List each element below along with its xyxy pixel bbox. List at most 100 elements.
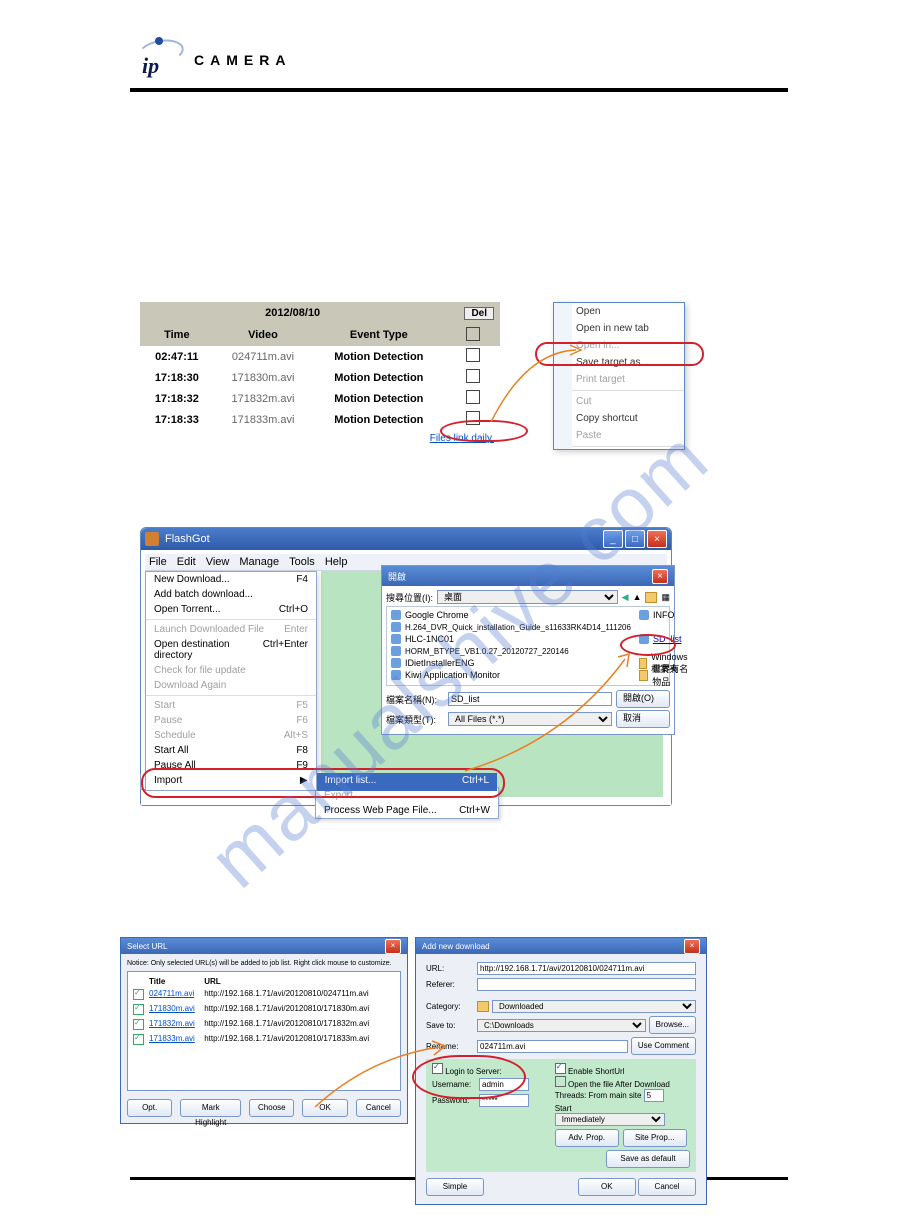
menu-new-download[interactable]: New Download...F4 [146, 572, 316, 587]
look-in-select[interactable]: 桌面 [437, 590, 618, 604]
menu-pause-all[interactable]: Pause AllF9 [146, 758, 316, 773]
close-button[interactable]: × [684, 939, 700, 954]
browse-button[interactable]: Browse... [649, 1016, 696, 1034]
ctx-cut[interactable]: Cut [554, 393, 684, 410]
mark-highlight-button[interactable]: Mark Highlight [180, 1099, 241, 1117]
ok-button[interactable]: OK [578, 1178, 636, 1196]
checkbox-open-after[interactable] [555, 1076, 566, 1087]
menu-start[interactable]: StartF5 [146, 698, 316, 713]
referer-input[interactable] [477, 978, 696, 991]
checkbox[interactable] [466, 390, 480, 404]
menu-edit[interactable]: Edit [177, 556, 196, 568]
opt-button[interactable]: Opt. [127, 1099, 172, 1117]
checkbox[interactable] [133, 1004, 144, 1015]
menu-tools[interactable]: Tools [289, 556, 315, 568]
use-comment-button[interactable]: Use Comment [631, 1037, 696, 1055]
menu-launch-file[interactable]: Launch Downloaded FileEnter [146, 622, 316, 637]
col-url: URL [203, 976, 396, 988]
menu-download-again[interactable]: Download Again [146, 678, 316, 693]
file-item[interactable]: INFO [639, 609, 692, 621]
checkbox[interactable] [466, 348, 480, 362]
video-link[interactable]: 171833m.avi [214, 409, 313, 430]
menu-schedule[interactable]: ScheduleAlt+S [146, 728, 316, 743]
file-item[interactable]: H.264_DVR_Quick_installation_Guide_s1163… [391, 621, 631, 633]
list-item[interactable]: 171833m.avi http://192.168.1.71/avi/2012… [132, 1033, 396, 1048]
nav-up-icon[interactable]: ▲ [633, 592, 642, 602]
checkbox[interactable] [133, 1034, 144, 1045]
close-button[interactable]: × [385, 939, 401, 954]
menu-help[interactable]: Help [325, 556, 348, 568]
file-item[interactable]: HLC-1NC01 [391, 633, 631, 645]
checkbox-all[interactable] [466, 327, 480, 341]
simple-button[interactable]: Simple [426, 1178, 484, 1196]
save-default-button[interactable]: Save as default [606, 1150, 690, 1168]
checkbox-login[interactable] [432, 1063, 443, 1074]
ctx-open[interactable]: Open [554, 303, 684, 320]
file-item-sd-list[interactable]: SD_list [639, 633, 692, 645]
file-item[interactable]: HORM_BTYPE_VB1.0.27_20120727_220146 [391, 645, 631, 657]
password-input[interactable] [479, 1094, 529, 1107]
cancel-button[interactable]: 取消 [616, 710, 670, 728]
video-link[interactable]: 171830m.avi [214, 367, 313, 388]
del-button[interactable]: Del [464, 307, 494, 320]
folder-icon [639, 658, 647, 669]
checkbox[interactable] [466, 369, 480, 383]
ok-button[interactable]: OK [302, 1099, 347, 1117]
files-link-daily[interactable]: Files link daily. [430, 433, 494, 444]
file-icon [639, 634, 649, 644]
category-select[interactable]: Downloaded [492, 1000, 696, 1013]
menu-manage[interactable]: Manage [239, 556, 279, 568]
ctx-print[interactable]: Print target [554, 371, 684, 388]
folder-icon[interactable] [645, 592, 657, 603]
open-button[interactable]: 開啟(O) [616, 690, 670, 708]
file-item[interactable]: IDietInstallerENG [391, 657, 631, 669]
menu-process-webpage[interactable]: Process Web Page File...Ctrl+W [316, 803, 498, 818]
checkbox-shorturl[interactable] [555, 1063, 566, 1074]
choose-button[interactable]: Choose [249, 1099, 294, 1117]
video-link[interactable]: 024711m.avi [214, 346, 313, 367]
rename-input[interactable] [477, 1040, 628, 1053]
ctx-open-new-tab[interactable]: Open in new tab [554, 320, 684, 337]
menu-file[interactable]: File [149, 556, 167, 568]
url-input[interactable] [477, 962, 696, 975]
menu-check-update[interactable]: Check for file update [146, 663, 316, 678]
filetype-select[interactable]: All Files (*.*) [448, 712, 612, 726]
file-item[interactable]: Kiwi Application Monitor [391, 669, 631, 681]
start-select[interactable]: Immediately [555, 1113, 665, 1126]
close-button[interactable]: × [647, 530, 667, 548]
cancel-button[interactable]: Cancel [638, 1178, 696, 1196]
video-link[interactable]: 171832m.avi [214, 388, 313, 409]
checkbox[interactable] [133, 989, 144, 1000]
menu-import[interactable]: Import ▶ [145, 773, 317, 791]
menu-import-list[interactable]: Import list... Ctrl+L [317, 773, 497, 791]
file-item[interactable]: Google Chrome [391, 609, 631, 621]
ctx-paste[interactable]: Paste [554, 427, 684, 444]
table-row: 02:47:11 024711m.avi Motion Detection [140, 346, 500, 367]
list-item[interactable]: 024711m.avi http://192.168.1.71/avi/2012… [132, 988, 396, 1003]
list-item[interactable]: 171830m.avi http://192.168.1.71/avi/2012… [132, 1003, 396, 1018]
menu-start-all[interactable]: Start AllF8 [146, 743, 316, 758]
file-item[interactable]: 世界有名物品 [639, 669, 692, 681]
list-item[interactable]: 171832m.avi http://192.168.1.71/avi/2012… [132, 1018, 396, 1033]
minimize-button[interactable]: _ [603, 530, 623, 548]
adv-prop-button[interactable]: Adv. Prop. [555, 1129, 619, 1147]
nav-back-icon[interactable]: ◀ [622, 592, 629, 603]
cancel-button[interactable]: Cancel [356, 1099, 401, 1117]
menu-add-batch[interactable]: Add batch download... [146, 587, 316, 602]
threads-input[interactable] [644, 1089, 664, 1102]
username-input[interactable] [479, 1078, 529, 1091]
checkbox[interactable] [133, 1019, 144, 1030]
menu-open-torrent[interactable]: Open Torrent...Ctrl+O [146, 602, 316, 617]
menu-open-dir[interactable]: Open destination directoryCtrl+Enter [146, 637, 316, 663]
maximize-button[interactable]: □ [625, 530, 645, 548]
menu-view[interactable]: View [206, 556, 230, 568]
menu-pause[interactable]: PauseF6 [146, 713, 316, 728]
filename-input[interactable] [448, 692, 612, 706]
ctx-copy-shortcut[interactable]: Copy shortcut [554, 410, 684, 427]
save-to-select[interactable]: C:\Downloads [477, 1019, 646, 1032]
site-prop-button[interactable]: Site Prop... [623, 1129, 687, 1147]
checkbox[interactable] [466, 411, 480, 425]
open-file-dialog: 開啟 × 搜尋位置(I): 桌面 ◀ [381, 565, 675, 735]
view-icon[interactable]: ▦ [661, 592, 670, 603]
close-button[interactable]: × [652, 569, 668, 584]
